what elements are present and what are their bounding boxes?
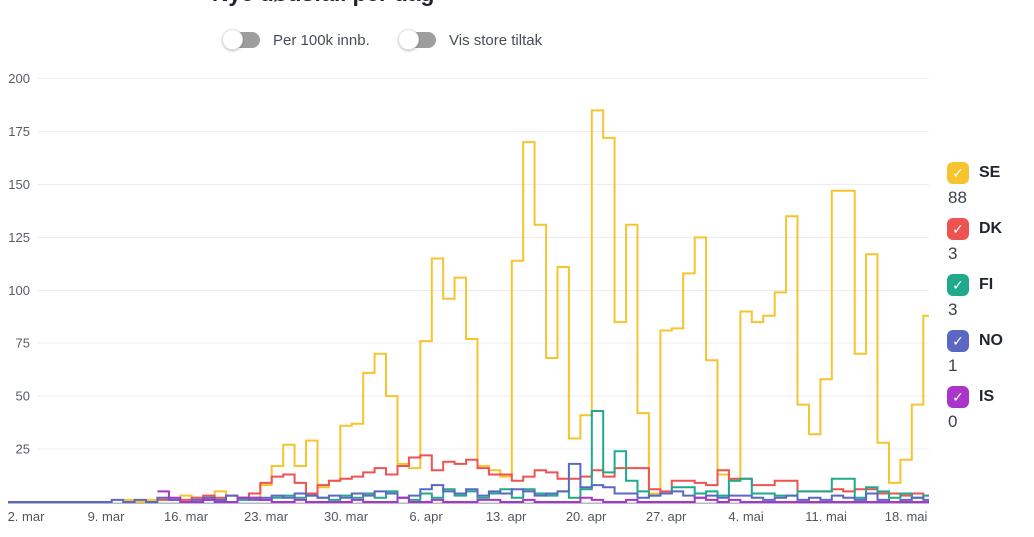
legend-item-no: ✓ NO 1 — [947, 330, 1032, 376]
check-icon: ✓ — [952, 277, 964, 293]
store-tiltak-toggle[interactable] — [398, 29, 438, 51]
y-axis-tick-label: 50 — [16, 389, 30, 404]
legend-checkbox-se[interactable]: ✓ — [947, 162, 969, 184]
x-axis-tick-label: 2. mar — [8, 509, 46, 524]
legend-item-se: ✓ SE 88 — [947, 162, 1032, 208]
y-axis-tick-label: 175 — [8, 124, 30, 139]
series-line-dk — [157, 454, 929, 501]
y-axis-tick-label: 100 — [8, 283, 30, 298]
check-icon: ✓ — [952, 221, 964, 237]
x-axis-tick-label: 13. apr — [486, 509, 527, 524]
y-axis-tick-label: 150 — [8, 177, 30, 192]
legend-checkbox-no[interactable]: ✓ — [947, 330, 969, 352]
x-axis-tick-label: 27. apr — [646, 509, 687, 524]
legend-label-fi[interactable]: FI — [979, 276, 994, 293]
legend-value-se: 88 — [948, 188, 967, 207]
legend-value-no: 1 — [948, 356, 958, 375]
legend-item-dk: ✓ DK 3 — [947, 218, 1032, 264]
legend-row-no: ✓ NO — [947, 330, 1032, 352]
per-100k-toggle-label[interactable]: Per 100k innb. — [273, 31, 370, 49]
per-100k-toggle[interactable] — [222, 29, 262, 51]
y-axis-tick-label: 75 — [16, 336, 30, 351]
legend-label-is[interactable]: IS — [979, 388, 995, 405]
legend-checkbox-dk[interactable]: ✓ — [947, 218, 969, 240]
page-title-clip: Nye dødsfall per dag — [212, 0, 532, 9]
y-axis-tick-label: 200 — [8, 71, 30, 86]
toggle-knob — [398, 29, 419, 50]
x-axis-tick-label: 6. apr — [409, 509, 443, 524]
check-icon: ✓ — [952, 389, 964, 405]
legend-item-fi: ✓ FI 3 — [947, 274, 1032, 320]
x-axis-tick-label: 9. mar — [88, 509, 126, 524]
page-title: Nye dødsfall per dag — [212, 0, 532, 7]
x-axis-tick-label: 23. mar — [244, 509, 289, 524]
y-axis-tick-label: 125 — [8, 230, 30, 245]
legend-row-dk: ✓ DK — [947, 218, 1032, 240]
toggle-item-store-tiltak: Vis store tiltak — [398, 29, 542, 51]
toggle-knob — [222, 29, 243, 50]
legend-label-se[interactable]: SE — [979, 164, 1001, 181]
x-axis-tick-label: 16. mar — [164, 509, 209, 524]
legend-value-dk: 3 — [948, 244, 958, 263]
legend-item-is: ✓ IS 0 — [947, 386, 1032, 432]
x-axis-tick-label: 18. mai — [885, 509, 928, 524]
legend-checkbox-fi[interactable]: ✓ — [947, 274, 969, 296]
x-axis-tick-label: 20. apr — [566, 509, 607, 524]
legend-checkbox-is[interactable]: ✓ — [947, 386, 969, 408]
toggle-item-per-100k: Per 100k innb. — [222, 29, 370, 51]
y-axis-tick-label: 25 — [16, 442, 30, 457]
check-icon: ✓ — [952, 333, 964, 349]
series-line-no — [8, 462, 929, 503]
legend-row-is: ✓ IS — [947, 386, 1032, 408]
legend-row-fi: ✓ FI — [947, 274, 1032, 296]
series-line-se — [123, 109, 929, 503]
store-tiltak-toggle-label[interactable]: Vis store tiltak — [449, 31, 543, 49]
legend-label-dk[interactable]: DK — [979, 220, 1003, 237]
legend-value-is: 0 — [948, 412, 958, 431]
x-axis-tick-label: 11. mai — [805, 509, 847, 524]
x-axis-tick-label: 30. mar — [324, 509, 369, 524]
chart-legend: ✓ SE 88 ✓ DK 3 ✓ FI 3 ✓ NO 1 ✓ IS 0 — [947, 162, 1032, 442]
legend-label-no[interactable]: NO — [979, 332, 1003, 349]
x-axis-tick-label: 4. mai — [728, 509, 764, 524]
series-line-is — [157, 490, 929, 503]
legend-row-se: ✓ SE — [947, 162, 1032, 184]
legend-value-fi: 3 — [948, 300, 958, 319]
check-icon: ✓ — [952, 165, 964, 181]
